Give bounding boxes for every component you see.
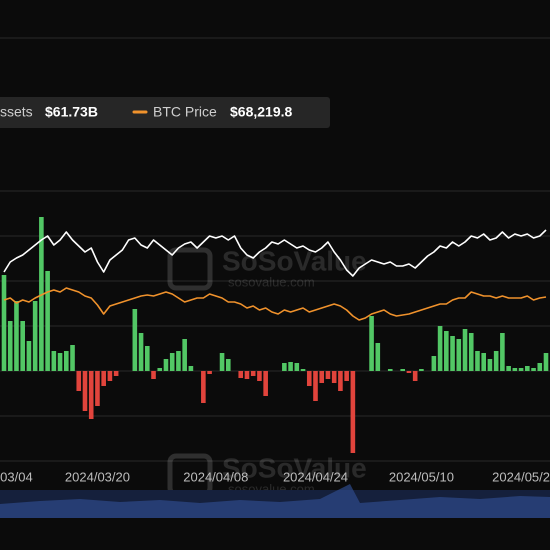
bar [82,371,88,411]
bar [400,369,406,371]
bar [88,371,94,419]
bar [419,369,424,371]
legend-label: ssets [0,104,33,120]
legend-value: $61.73B [45,104,98,120]
bar [70,345,75,371]
bar [51,351,57,371]
bar [163,359,169,371]
bar [26,341,32,371]
bar [437,326,443,371]
line [3,229,547,277]
bar [244,371,250,379]
bar [107,371,113,381]
bar [456,339,462,371]
bar [525,366,530,371]
bar [238,371,244,378]
bar [350,371,356,453]
bar [157,368,163,371]
bar [32,301,38,371]
bar [95,371,100,406]
bar [518,368,524,371]
bar [331,371,337,383]
bar [207,371,212,374]
watermark-text: SoSoValue [222,245,367,276]
bar [506,366,511,371]
bar [406,371,412,373]
x-tick-label: 2024/05/2 [492,469,550,484]
bar [182,339,187,371]
bar [250,371,256,376]
bar [57,353,63,371]
bar [282,363,287,371]
bar [319,371,325,383]
bar [444,331,449,371]
bar [138,333,144,371]
bar [257,371,262,381]
bar [132,309,138,371]
x-tick-label: 2024/04/08 [183,469,248,484]
bar [431,356,437,371]
legend-value: $68,219.8 [230,104,292,120]
bar [387,369,393,371]
bar [475,351,480,371]
watermark-logo [167,247,213,291]
bar [325,371,331,379]
bar [20,321,25,371]
bar [294,363,300,371]
line [3,287,547,321]
bar [512,368,518,371]
bar [543,353,549,371]
navigator-area [0,484,550,518]
bar [500,333,505,371]
bar [169,353,175,371]
bar [45,271,50,371]
bar [313,371,318,401]
bar [1,275,7,371]
bar [113,371,119,376]
bar [144,346,150,371]
bar [344,371,349,381]
bar [63,351,69,371]
x-tick-label: 2024/05/10 [389,469,454,484]
bar [176,351,181,371]
x-tick-label: 2024/03/20 [65,469,130,484]
legend-box [0,97,330,128]
bar [7,321,13,371]
bar [219,353,225,371]
bar [487,359,493,371]
bar [306,371,312,386]
legend: ssets $61.73B BTC Price $68,219.8 [0,97,330,128]
navigator [0,484,550,518]
bar [263,371,268,396]
watermark-text: SoSoValue [222,452,367,483]
x-tick-label: 03/04 [0,469,33,484]
bar [300,369,306,371]
x-tick-label: 2024/04/24 [283,469,348,484]
bar [412,371,418,381]
bar [151,371,156,379]
bar [369,316,374,371]
bar [14,301,19,371]
bar [481,353,487,371]
bar [493,351,499,371]
bar [76,371,82,391]
bar [537,363,543,371]
bar [462,329,468,371]
bar [531,368,536,371]
bar [188,366,194,371]
watermark-url: sosovalue.com [228,274,315,289]
bar [375,343,381,371]
bar [39,217,44,371]
bar [450,336,455,371]
bar [201,371,206,403]
bar [101,371,106,386]
bar [225,359,231,371]
bar [288,362,293,371]
bar [468,333,474,371]
bar [338,371,343,391]
legend-label: BTC Price [153,104,217,120]
